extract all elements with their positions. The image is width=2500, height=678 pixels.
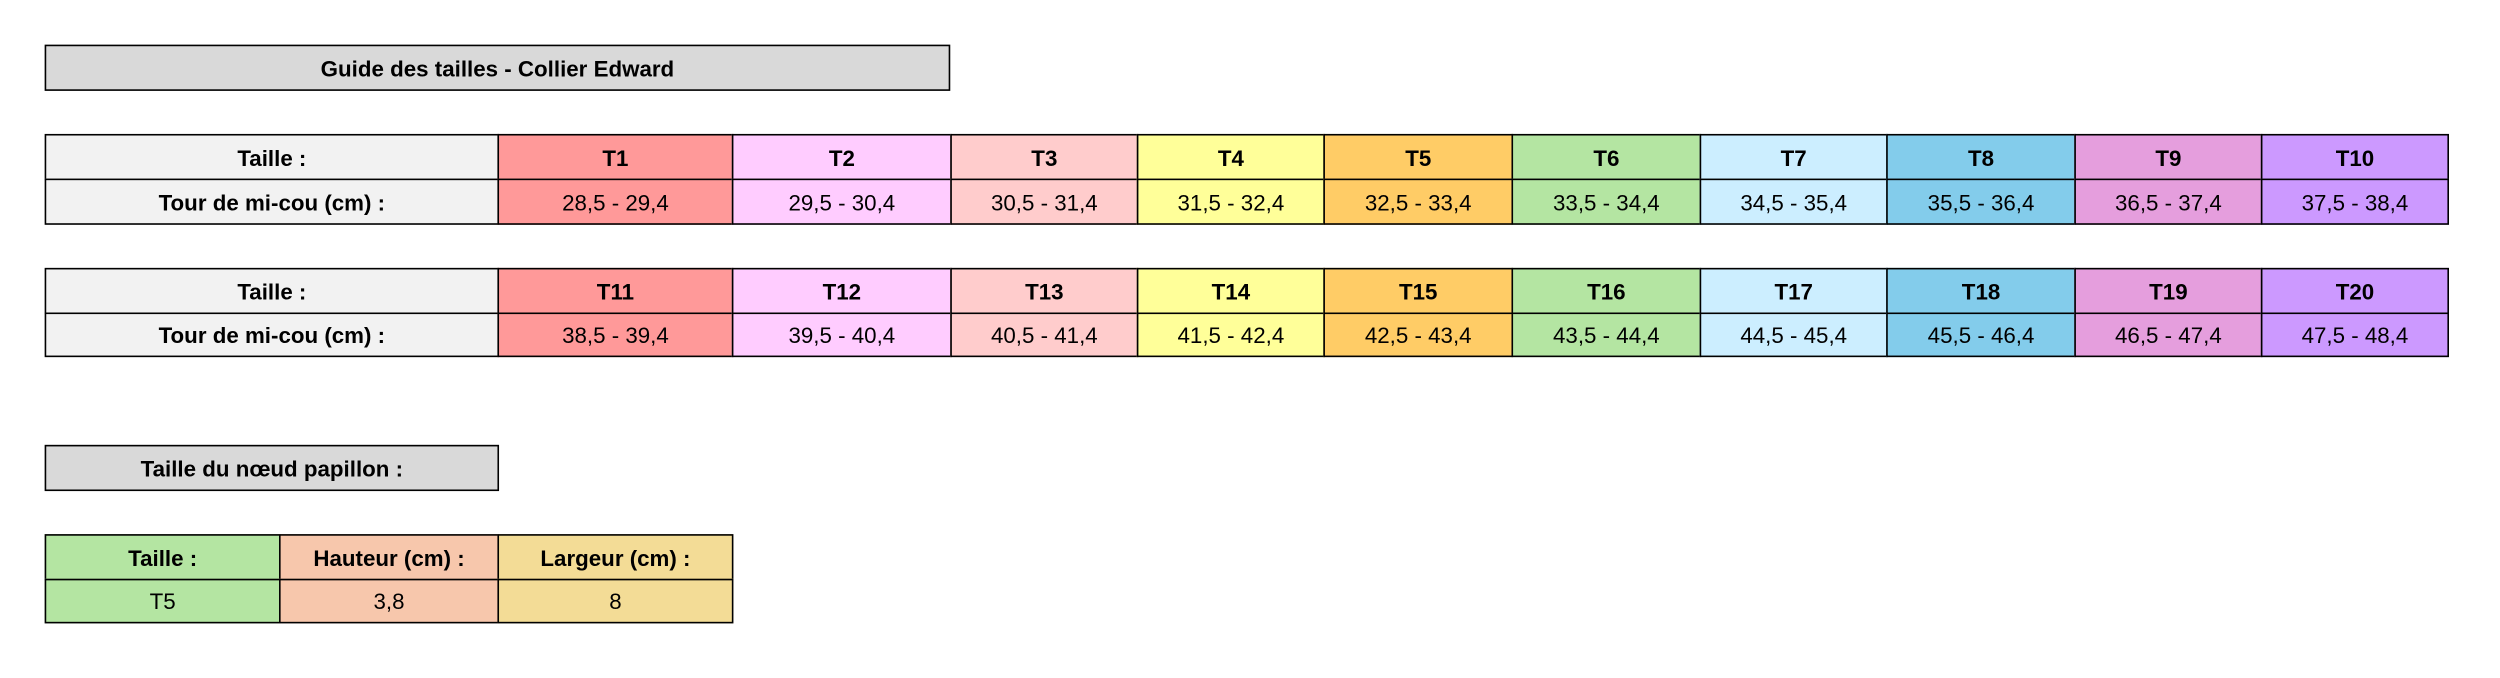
size-cell: T13: [950, 267, 1139, 315]
title-box: Guide des tailles - Collier Edward: [44, 44, 951, 91]
range-cell: 42,5 - 43,4: [1323, 312, 1514, 358]
size-cell: T1: [497, 133, 734, 181]
range-cell: 38,5 - 39,4: [497, 312, 734, 358]
size-cell: T16: [1511, 267, 1702, 315]
range-cell: 34,5 - 35,4: [1699, 178, 1888, 225]
bow-value: 8: [497, 578, 734, 624]
size-cell: T20: [2260, 267, 2449, 315]
size-cell: T3: [950, 133, 1139, 181]
size-cell: T11: [497, 267, 734, 315]
size-cell: T7: [1699, 133, 1888, 181]
range-cell: 45,5 - 46,4: [1886, 312, 2076, 358]
range-cell: 43,5 - 44,4: [1511, 312, 1702, 358]
size-cell: T4: [1136, 133, 1325, 181]
range-cell: 30,5 - 31,4: [950, 178, 1139, 225]
range-cell: 39,5 - 40,4: [731, 312, 952, 358]
range-cell: 32,5 - 33,4: [1323, 178, 1514, 225]
range-cell: 44,5 - 45,4: [1699, 312, 1888, 358]
range-cell: 33,5 - 34,4: [1511, 178, 1702, 225]
size-cell: T12: [731, 267, 952, 315]
size-cell: T10: [2260, 133, 2449, 181]
bow-header: Taille :: [44, 534, 281, 581]
header-label: Taille :: [44, 267, 500, 315]
size-cell: T17: [1699, 267, 1888, 315]
range-cell: 35,5 - 36,4: [1886, 178, 2076, 225]
range-cell: 37,5 - 38,4: [2260, 178, 2449, 225]
size-cell: T5: [1323, 133, 1514, 181]
row-label: Tour de mi-cou (cm) :: [44, 312, 500, 358]
size-cell: T2: [731, 133, 952, 181]
bow-tie-title: Taille du nœud papillon :: [44, 444, 500, 492]
range-cell: 29,5 - 30,4: [731, 178, 952, 225]
range-cell: 31,5 - 32,4: [1136, 178, 1325, 225]
bow-header: Largeur (cm) :: [497, 534, 734, 581]
bow-value: 3,8: [279, 578, 500, 624]
size-cell: T6: [1511, 133, 1702, 181]
size-cell: T15: [1323, 267, 1514, 315]
size-cell: T14: [1136, 267, 1325, 315]
row-label: Tour de mi-cou (cm) :: [44, 178, 500, 225]
range-cell: 40,5 - 41,4: [950, 312, 1139, 358]
range-cell: 47,5 - 48,4: [2260, 312, 2449, 358]
bow-value: T5: [44, 578, 281, 624]
range-cell: 36,5 - 37,4: [2074, 178, 2263, 225]
size-cell: T19: [2074, 267, 2263, 315]
header-label: Taille :: [44, 133, 500, 181]
range-cell: 41,5 - 42,4: [1136, 312, 1325, 358]
range-cell: 46,5 - 47,4: [2074, 312, 2263, 358]
size-cell: T8: [1886, 133, 2076, 181]
size-cell: T9: [2074, 133, 2263, 181]
bow-header: Hauteur (cm) :: [279, 534, 500, 581]
size-cell: T18: [1886, 267, 2076, 315]
range-cell: 28,5 - 29,4: [497, 178, 734, 225]
